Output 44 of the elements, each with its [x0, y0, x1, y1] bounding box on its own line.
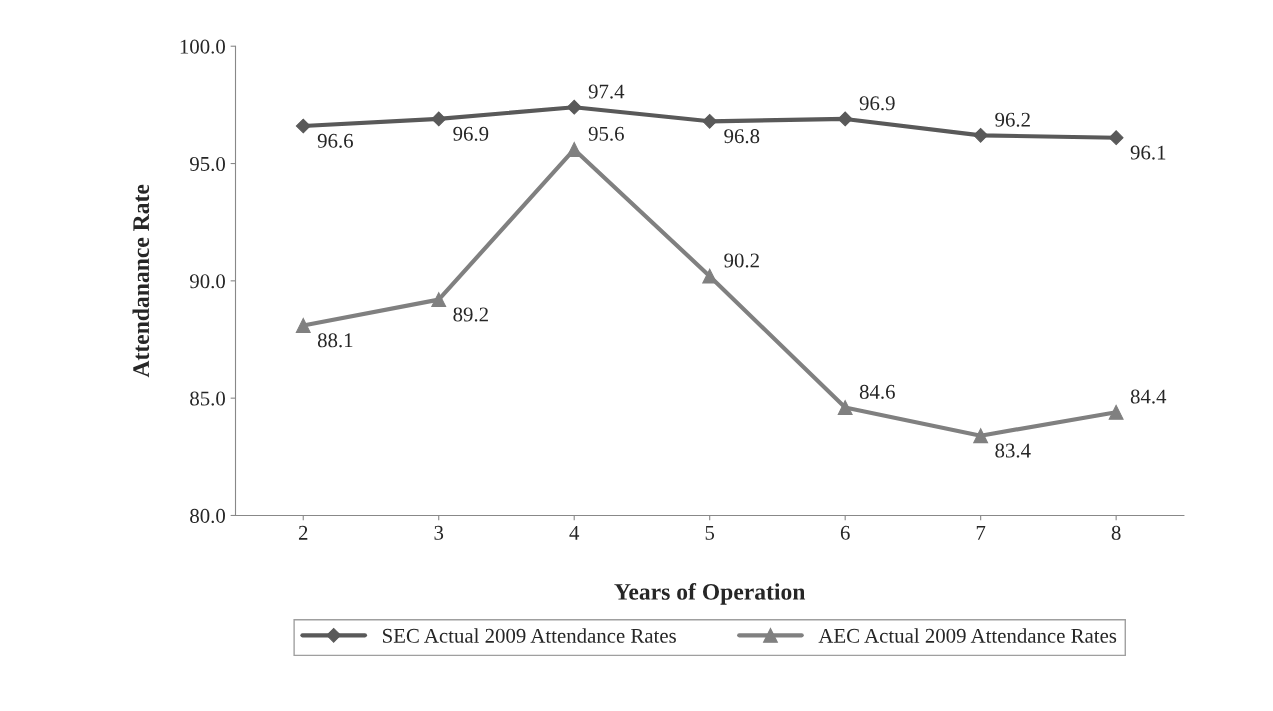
data-label: 96.1 [1130, 145, 1166, 160]
point [973, 428, 989, 444]
point [566, 141, 582, 157]
data-label: 83.4 [995, 443, 1031, 458]
data-label: 84.6 [859, 384, 895, 399]
data-label: 89.2 [453, 307, 488, 322]
data-label: 90.2 [724, 253, 759, 268]
data-label: 96.9 [453, 126, 489, 141]
point [295, 317, 311, 333]
data-label: 95.6 [588, 126, 624, 141]
x-tick-label: 8 [1111, 525, 1121, 540]
point [295, 118, 311, 134]
y-tick-label: 80.0 [190, 508, 225, 523]
x-tick-label: 3 [434, 525, 444, 540]
point [837, 111, 853, 127]
point [702, 113, 718, 129]
y-tick-label: 85.0 [190, 391, 225, 406]
point [566, 99, 582, 115]
x-tick-label: 4 [569, 525, 580, 540]
data-label: 97.4 [588, 84, 625, 99]
x-tick-label: 2 [298, 525, 308, 540]
y-tick-label: 100.0 [180, 39, 225, 54]
point [1108, 404, 1124, 420]
x-tick-label: 5 [705, 526, 715, 540]
y-axis-title: Attendanance Rate [132, 184, 150, 378]
y-tick-label: 90.0 [190, 274, 225, 289]
data-label: 96.8 [724, 129, 760, 144]
data-label: 84.4 [1130, 389, 1167, 404]
x-tick-label: 6 [840, 525, 850, 540]
data-label: 96.2 [995, 112, 1030, 127]
legend-label: SEC Actual 2009 Attendance Rates [383, 628, 676, 643]
x-axis-title: Years of Operation [614, 582, 806, 605]
point [1108, 130, 1124, 146]
point [431, 111, 447, 127]
point [702, 268, 718, 284]
legend-label: AEC Actual 2009 Attendance Rates [818, 628, 1117, 643]
data-label: 96.9 [859, 96, 895, 111]
x-tick-label: 7 [976, 526, 986, 540]
point [973, 127, 989, 143]
data-label: 96.6 [317, 133, 353, 148]
point [431, 292, 447, 308]
data-label: 88.1 [317, 333, 353, 348]
point [837, 400, 853, 416]
y-tick-label: 95.0 [190, 156, 225, 172]
